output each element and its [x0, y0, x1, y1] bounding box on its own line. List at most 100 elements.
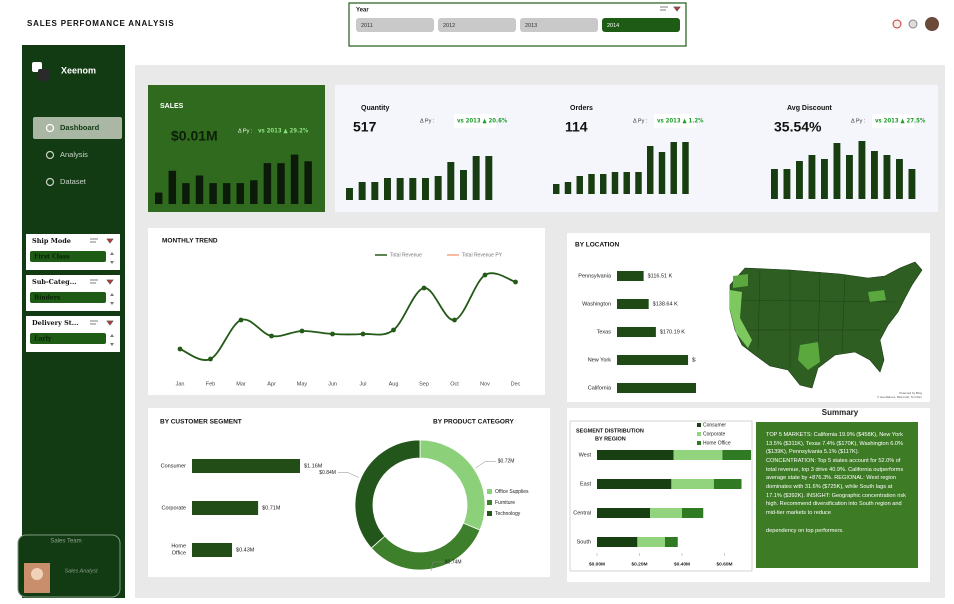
- spark-bar: [396, 178, 404, 200]
- chart-title: BY CUSTOMER SEGMENT: [160, 419, 242, 426]
- filter-value: Early: [34, 336, 52, 343]
- kpi-delta-label: Δ Py :: [633, 118, 648, 124]
- x-tick-label: Sep: [419, 381, 429, 387]
- nav-icon: [45, 177, 55, 187]
- chart-title: SEGMENT DISTRIBUTION: [576, 428, 644, 434]
- chart-title: MONTHLY TREND: [162, 238, 218, 245]
- spark-bar: [647, 146, 654, 194]
- trend-point: [513, 279, 518, 285]
- spark-bar: [371, 182, 379, 200]
- filter-title: Delivery St...: [32, 319, 79, 327]
- filter-value-pill[interactable]: [30, 333, 106, 344]
- scroll-arrows: [110, 334, 114, 346]
- x-tick-label: Jan: [176, 381, 185, 387]
- spark-bar: [821, 159, 828, 199]
- nav-active[interactable]: [33, 117, 122, 139]
- kpi-delta: vs 2013 ▲ 1.2%: [657, 118, 704, 125]
- bar: [617, 383, 722, 393]
- legend-swatch: [697, 423, 701, 427]
- value-label: $170.19 K: [660, 329, 685, 335]
- spark-bar: [883, 155, 891, 199]
- page-title: SALES PERFOMANCE ANALYSIS: [27, 19, 174, 28]
- year-option[interactable]: [438, 18, 516, 32]
- kpi-delta: vs 2013 ▲ 29.2%: [258, 128, 309, 135]
- map-california: [730, 290, 752, 348]
- category-label: Home Office: [171, 544, 186, 557]
- spark-bar: [290, 154, 299, 204]
- spark-bar: [808, 155, 816, 199]
- chart-title: BY REGION: [595, 436, 626, 442]
- category-label: New York: [588, 357, 611, 363]
- legend-label: Technology: [495, 511, 521, 517]
- trend-point: [238, 317, 244, 323]
- legend-label: Consumer: [703, 422, 726, 428]
- chart-title: BY LOCATION: [575, 242, 619, 249]
- spark-bar: [182, 183, 190, 204]
- icon[interactable]: [908, 19, 918, 29]
- filter-icon: [90, 320, 114, 326]
- spark-bar: [846, 155, 853, 199]
- legend-label: Furniture: [495, 500, 515, 506]
- icon[interactable]: [892, 19, 902, 29]
- trend-point: [177, 346, 183, 352]
- avatar[interactable]: [925, 17, 939, 31]
- spark-bar: [168, 170, 177, 204]
- year-option[interactable]: [356, 18, 434, 32]
- kpi-delta-label: Δ Py :: [420, 118, 435, 124]
- value-label: $0.71M: [262, 505, 281, 511]
- x-tick-label: Apr: [267, 381, 276, 387]
- kpi-title: Avg Discount: [787, 105, 833, 112]
- spark-bar: [833, 143, 841, 199]
- bar-segment: [597, 479, 672, 489]
- nav-item[interactable]: Dashboard: [60, 123, 100, 132]
- x-tick-label: Aug: [389, 381, 399, 387]
- bar: [617, 271, 644, 281]
- spark-bar: [908, 169, 916, 199]
- category-label: Washington: [582, 301, 611, 307]
- team-title: Sales Team: [50, 539, 81, 545]
- filter-value-pill[interactable]: [30, 292, 106, 303]
- trend-panel: [148, 228, 545, 395]
- team-avatar-face: [31, 568, 43, 580]
- spark-bar: [346, 188, 353, 200]
- x-tick-label: May: [297, 381, 308, 387]
- year-option-label: 2012: [443, 23, 455, 29]
- spark-bar: [384, 178, 391, 200]
- filter-value: Binders: [34, 295, 61, 302]
- kpi-delta-label: Δ Py :: [238, 128, 253, 134]
- kpi-value: 517: [353, 119, 377, 135]
- kpi-value: 35.54%: [774, 119, 822, 135]
- x-tick-label: $0.00M: [589, 561, 605, 567]
- year-option[interactable]: [520, 18, 598, 32]
- kpi-delta-box: [654, 114, 696, 128]
- category-label: Central: [573, 510, 591, 516]
- summary-title: Summary: [821, 408, 859, 417]
- team-role: Sales Analyst: [64, 568, 98, 574]
- leader-line: [475, 460, 496, 469]
- nav-item[interactable]: Dataset: [60, 177, 87, 186]
- filter-value-pill[interactable]: [30, 251, 106, 262]
- spark-bar: [209, 183, 217, 204]
- scroll-arrows: [110, 293, 114, 305]
- spark-bar: [236, 183, 244, 204]
- spark-bar: [553, 184, 560, 194]
- spark-bar: [588, 174, 595, 194]
- category-label: Pennsylvania: [578, 273, 612, 279]
- legend-label: Office Supplies: [495, 489, 529, 495]
- spark-bar: [422, 178, 429, 200]
- spark-bar: [263, 163, 272, 204]
- filter-title: Sub-Categ...: [32, 278, 77, 286]
- legend-swatch: [487, 500, 492, 505]
- nav-icon: [45, 150, 55, 160]
- spark-bar: [472, 156, 480, 200]
- spark-bar: [434, 176, 442, 200]
- spark-bar: [222, 183, 231, 204]
- spark-bar: [783, 169, 791, 199]
- year-option[interactable]: [602, 18, 680, 32]
- bar: [192, 459, 300, 473]
- nav-item[interactable]: Analysis: [60, 150, 88, 159]
- brand: Xeenom: [61, 65, 96, 75]
- bar: [617, 327, 656, 337]
- value-label: $0.84M: [319, 470, 336, 476]
- x-tick-label: Dec: [511, 381, 521, 387]
